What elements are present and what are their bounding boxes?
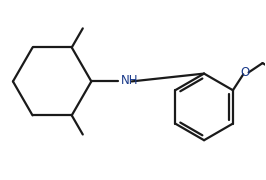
Text: O: O bbox=[240, 66, 250, 79]
Text: NH: NH bbox=[121, 74, 138, 87]
